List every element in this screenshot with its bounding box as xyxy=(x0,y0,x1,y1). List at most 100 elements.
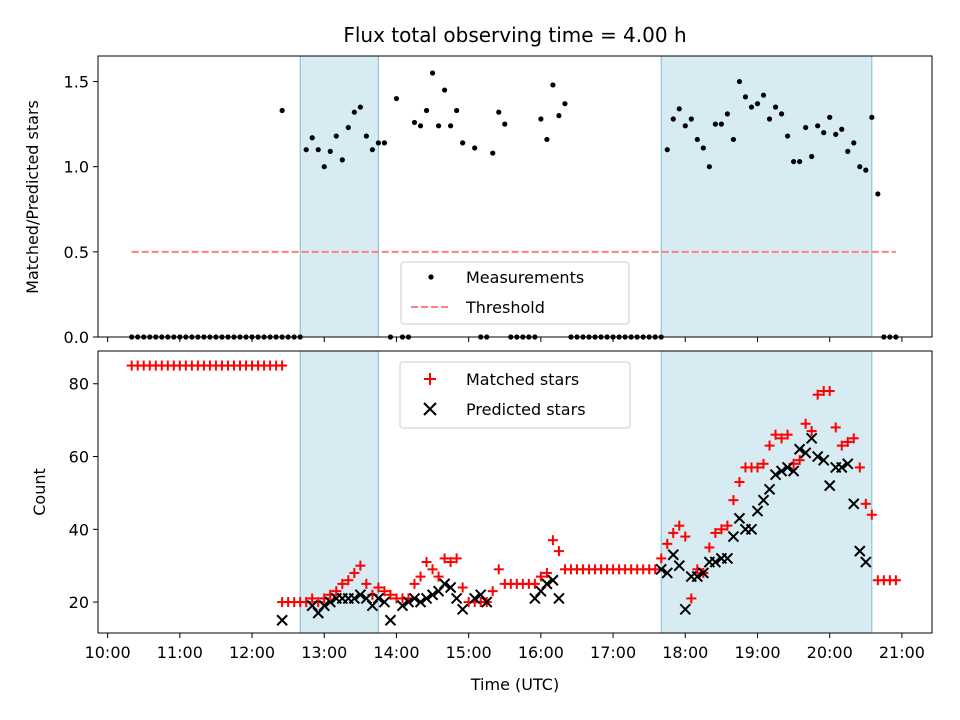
matched-stars-point xyxy=(764,440,775,451)
top-legend: Measurements Threshold xyxy=(400,261,630,325)
x-tick-label: 11:00 xyxy=(157,643,203,662)
measurement-point xyxy=(556,113,562,119)
predicted-stars-point xyxy=(781,461,794,474)
matched-stars-point xyxy=(704,542,715,553)
measurement-point xyxy=(309,135,315,141)
matched-stars-point xyxy=(860,498,871,509)
predicted-stars-point xyxy=(805,432,818,445)
matched-stars-point xyxy=(385,589,396,600)
measurement-point xyxy=(423,107,430,114)
predicted-stars-point xyxy=(775,465,788,477)
measurement-point xyxy=(279,107,285,114)
top-plot-frame xyxy=(97,55,933,338)
measurement-point xyxy=(827,114,833,120)
measurement-point xyxy=(784,133,791,139)
matched-stars-point xyxy=(541,567,552,578)
x-tick-label: 10:00 xyxy=(85,643,131,662)
y-tick-label: 1.5 xyxy=(64,73,89,92)
matched-stars-point xyxy=(812,389,823,400)
measurement-point xyxy=(357,104,363,110)
chart-title: Flux total observing time = 4.00 h xyxy=(343,23,686,47)
x-tick-label: 20:00 xyxy=(807,643,853,662)
matched-stars-point xyxy=(710,527,721,538)
y-tick-label: 20 xyxy=(69,593,89,612)
predicted-stars-point xyxy=(348,592,361,605)
predicted-stars-point xyxy=(372,592,385,605)
x-tick-label: 13:00 xyxy=(301,643,347,662)
measurement-point xyxy=(345,124,351,131)
matched-stars-point xyxy=(662,538,673,549)
y-tick-label: 0.5 xyxy=(64,243,89,262)
matched-stars-point xyxy=(553,546,564,557)
bottom-y-ticks: 20 40 60 80 xyxy=(69,375,98,612)
measurement-point xyxy=(700,145,706,151)
x-tick-label: 16:00 xyxy=(518,643,564,662)
predicted-stars-point xyxy=(481,596,493,608)
matched-stars-point xyxy=(728,495,739,506)
predicted-stars-point xyxy=(438,578,451,590)
measurement-point xyxy=(321,164,327,170)
predicted-stars-point xyxy=(769,469,782,481)
measurement-point xyxy=(718,121,724,127)
predicted-stars-point xyxy=(848,498,860,510)
matched-stars-point xyxy=(535,571,546,582)
measurement-point xyxy=(454,107,460,114)
count-points xyxy=(126,360,901,626)
matched-stars-point xyxy=(337,578,348,589)
measurement-point xyxy=(429,70,436,76)
predicted-stars-point xyxy=(396,600,409,612)
predicted-stars-point xyxy=(679,603,691,616)
measurement-point xyxy=(670,116,676,122)
top-y-axis-label: Matched/Predicted stars xyxy=(23,100,42,294)
matched-stars-point xyxy=(848,433,859,444)
matched-stars-point xyxy=(866,509,877,520)
predicted-stars-point xyxy=(854,545,866,557)
matched-stars-point xyxy=(379,586,390,597)
measurement-point xyxy=(472,145,478,151)
top-x-ticks xyxy=(107,337,903,342)
measurement-point xyxy=(766,116,773,122)
matched-stars-point xyxy=(668,527,679,538)
predicted-stars-point xyxy=(420,592,433,605)
predicted-stars-point xyxy=(553,592,565,605)
y-tick-label: 80 xyxy=(69,375,89,394)
measurement-point xyxy=(724,111,731,117)
predicted-stars-point xyxy=(842,458,854,470)
predicted-stars-point xyxy=(751,505,764,517)
measurement-point xyxy=(875,191,881,197)
matched-stars-point xyxy=(331,586,342,597)
matched-stars-point xyxy=(734,476,745,487)
y-tick-label: 40 xyxy=(69,520,89,539)
matched-stars-point xyxy=(343,575,354,586)
predicted-stars-point xyxy=(860,556,872,568)
matched-stars-point xyxy=(842,436,853,447)
x-tick-label: 21:00 xyxy=(879,643,925,662)
measurement-point xyxy=(351,109,357,115)
measurement-point xyxy=(797,158,803,165)
matched-stars-point xyxy=(307,593,318,604)
x-tick-label: 17:00 xyxy=(590,643,636,662)
matched-stars-point xyxy=(493,564,504,575)
measurement-point xyxy=(435,123,442,129)
predicted-stars-point xyxy=(402,596,415,608)
matched-stars-point xyxy=(854,462,865,473)
matched-stars-point xyxy=(656,553,667,564)
measurement-point xyxy=(833,131,839,137)
predicted-stars-point xyxy=(384,614,397,626)
x-axis-label: Time (UTC) xyxy=(470,675,559,694)
predicted-stars-point xyxy=(799,447,812,459)
matched-stars-point xyxy=(355,560,366,571)
measurement-point xyxy=(839,126,845,132)
measurement-point xyxy=(550,82,556,88)
measurement-point xyxy=(688,116,694,122)
measurement-point xyxy=(706,164,712,170)
y-tick-label: 0.0 xyxy=(64,328,89,347)
y-tick-label: 1.0 xyxy=(64,158,89,177)
matched-stars-point xyxy=(415,571,426,582)
measurement-point xyxy=(682,123,688,129)
measurement-point xyxy=(363,133,369,139)
measurement-point xyxy=(760,92,767,98)
predicted-stars-point xyxy=(408,592,421,605)
legend-label-matched: Matched stars xyxy=(466,370,579,389)
x-tick-label: 12:00 xyxy=(229,643,275,662)
